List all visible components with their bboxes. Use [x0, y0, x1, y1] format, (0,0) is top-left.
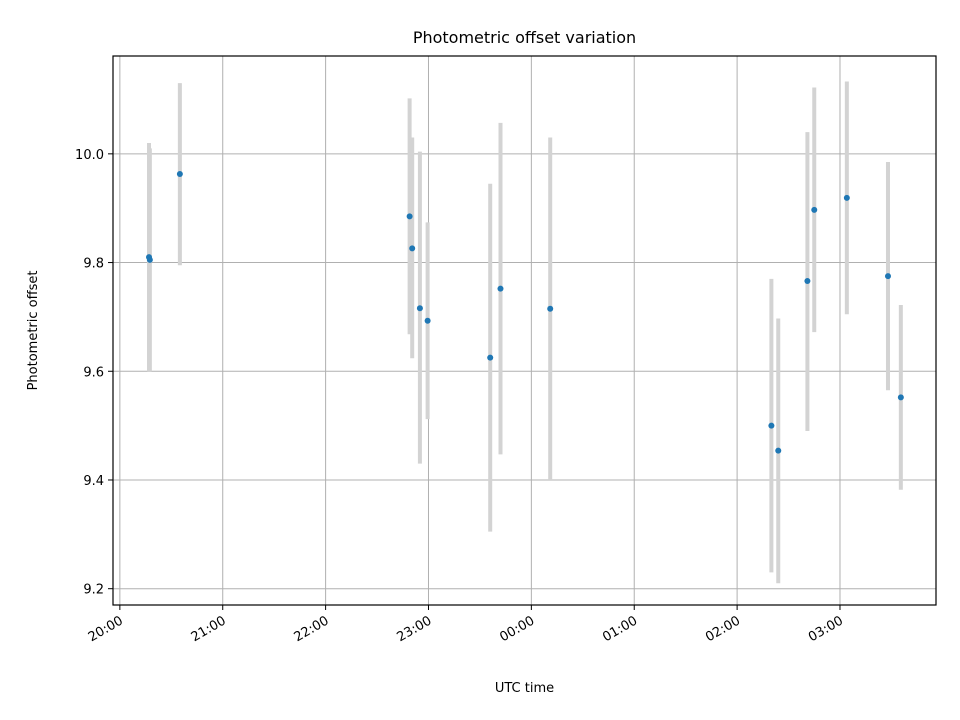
data-point	[406, 213, 413, 220]
grid-lines	[113, 56, 936, 605]
data-point	[176, 170, 183, 177]
data-point	[775, 447, 782, 454]
y-axis-label: Photometric offset	[26, 271, 41, 391]
data-point	[811, 206, 818, 213]
y-tick-label: 9.8	[83, 257, 104, 272]
data-point	[897, 394, 904, 401]
data-point	[547, 305, 554, 312]
data-point	[416, 305, 423, 312]
data-point	[487, 354, 494, 361]
plot-area-frame	[112, 55, 937, 606]
data-point	[768, 422, 775, 429]
data-point	[804, 278, 811, 285]
y-tick-label: 9.4	[83, 474, 104, 489]
data-point	[497, 285, 504, 292]
data-points	[146, 170, 904, 454]
y-tick-label: 10.0	[75, 148, 104, 163]
data-point	[409, 245, 416, 252]
x-axis-label: UTC time	[495, 681, 554, 696]
y-tick-label: 9.6	[83, 365, 104, 380]
data-point	[843, 194, 850, 201]
data-point	[884, 273, 891, 280]
y-axis-ticks: 9.2 9.4 9.6 9.8 10.0	[75, 148, 113, 598]
chart-title: Photometric offset variation	[413, 28, 636, 47]
data-point	[424, 317, 431, 324]
data-point	[146, 256, 153, 263]
y-tick-label: 9.2	[83, 583, 104, 598]
